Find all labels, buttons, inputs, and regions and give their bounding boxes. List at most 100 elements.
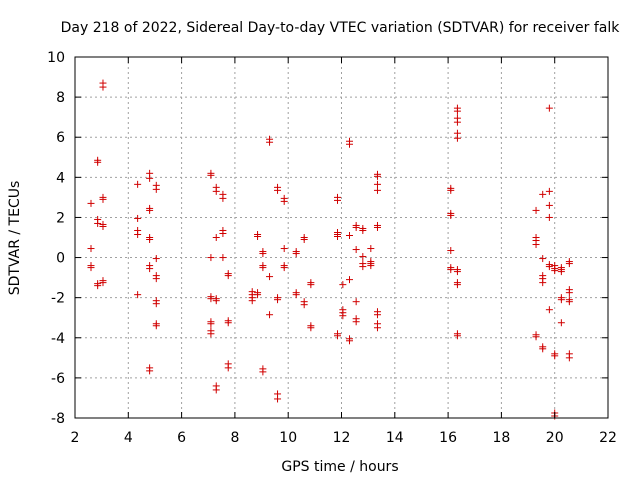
y-tick-label: -6 [51, 371, 65, 387]
y-tick-label: 2 [56, 210, 65, 226]
y-tick-label: 4 [56, 170, 65, 186]
data-point [352, 223, 360, 231]
data-point [551, 267, 559, 275]
data-point [87, 264, 95, 272]
data-point [146, 265, 154, 273]
data-point [539, 255, 547, 263]
data-point [334, 232, 342, 240]
data-point [146, 236, 154, 244]
data-point [152, 275, 160, 283]
data-point [565, 298, 573, 306]
data-point [224, 272, 232, 280]
data-point [447, 211, 455, 219]
data-point [266, 311, 274, 319]
data-point [152, 185, 160, 193]
data-point [152, 255, 160, 263]
data-point [373, 223, 381, 231]
data-point [146, 174, 154, 182]
y-tick-label: -8 [51, 411, 65, 427]
x-tick-label: 6 [177, 430, 186, 446]
x-tick-label: 8 [230, 430, 239, 446]
data-point [134, 291, 142, 299]
data-point [207, 254, 215, 262]
data-point [345, 231, 353, 239]
data-point [545, 213, 553, 221]
data-point [274, 296, 282, 304]
data-point [539, 190, 547, 198]
data-point [551, 352, 559, 360]
data-point [367, 262, 375, 270]
data-point [539, 279, 547, 287]
y-tick-label: 10 [47, 50, 65, 66]
data-point [352, 318, 360, 326]
data-point [359, 226, 367, 234]
y-tick-label: -4 [51, 331, 65, 347]
data-point [280, 245, 288, 253]
data-point [224, 364, 232, 372]
data-point [453, 332, 461, 340]
data-point [539, 345, 547, 353]
data-point [532, 206, 540, 214]
data-point [259, 250, 267, 258]
data-point [373, 311, 381, 319]
data-point [373, 324, 381, 332]
data-point [207, 320, 215, 328]
data-point [99, 222, 107, 230]
data-point [99, 279, 107, 287]
data-point [212, 386, 220, 394]
data-point [359, 263, 367, 271]
data-point [248, 297, 256, 305]
data-point [557, 296, 565, 304]
data-point [565, 260, 573, 268]
data-point [300, 301, 308, 309]
data-point [373, 180, 381, 188]
data-point [152, 300, 160, 308]
data-point [352, 298, 360, 306]
data-point [94, 219, 102, 227]
data-point [545, 104, 553, 112]
data-point [259, 368, 267, 376]
data-point [134, 180, 142, 188]
data-point [212, 297, 220, 305]
data-point [207, 330, 215, 338]
data-point [307, 324, 315, 332]
data-point [266, 273, 274, 281]
data-point [545, 201, 553, 209]
data-point [447, 247, 455, 255]
data-point [373, 186, 381, 194]
data-point [565, 354, 573, 362]
data-point [274, 186, 282, 194]
data-point [87, 199, 95, 207]
data-point [146, 367, 154, 375]
data-point [345, 337, 353, 345]
data-point [87, 245, 95, 253]
x-tick-label: 10 [279, 430, 297, 446]
data-point [219, 254, 227, 262]
data-point [254, 232, 262, 240]
x-tick-label: 4 [124, 430, 133, 446]
data-point [280, 264, 288, 272]
x-axis-label: GPS time / hours [281, 459, 398, 475]
data-point [146, 206, 154, 214]
data-point [219, 194, 227, 202]
y-tick-label: 0 [56, 251, 65, 267]
data-point [367, 245, 375, 253]
x-tick-label: 18 [492, 430, 510, 446]
y-tick-label: 6 [56, 130, 65, 146]
data-point [266, 138, 274, 146]
x-tick-label: 20 [546, 430, 564, 446]
data-point [99, 83, 107, 91]
y-tick-label: -2 [51, 291, 65, 307]
data-point [94, 282, 102, 290]
data-point [453, 118, 461, 126]
data-point [334, 332, 342, 340]
axis-ticks: 2 4 6 8 10 12 14 16 18 20 22 -8 -6 -4 -2 0 2 4 6 8 10 [47, 50, 617, 446]
data-point [545, 263, 553, 271]
data-point [557, 319, 565, 327]
data-point [345, 276, 353, 284]
x-tick-label: 2 [71, 430, 80, 446]
data-point [359, 253, 367, 261]
data-points [87, 79, 573, 420]
data-point [307, 281, 315, 289]
